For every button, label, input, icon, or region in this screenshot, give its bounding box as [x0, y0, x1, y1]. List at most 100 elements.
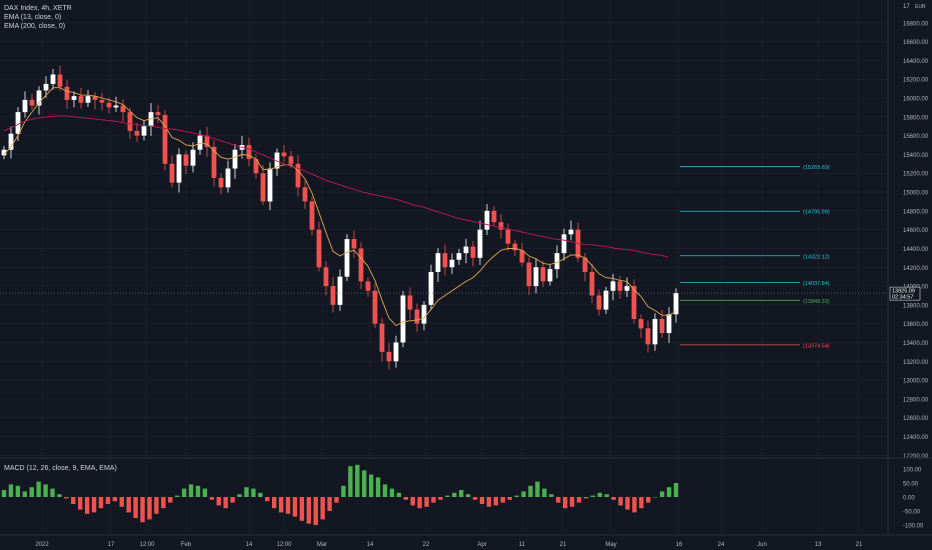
candle-body [526, 262, 532, 287]
candle-body [218, 177, 224, 188]
macd-y-tick-label: 100.00 [903, 468, 922, 474]
macd-bar [327, 497, 332, 511]
candle-body [99, 99, 105, 103]
candle-body [645, 328, 651, 345]
macd-bar [202, 488, 208, 497]
macd-bar [181, 488, 187, 497]
candle-body [36, 90, 42, 106]
candle-body [540, 267, 546, 282]
candle-body [246, 145, 252, 160]
macd-bar [362, 470, 367, 497]
candle-body [169, 163, 175, 183]
candle-body [260, 173, 266, 202]
macd-y-tick-label: -100.00 [903, 524, 924, 530]
macd-bar [168, 497, 173, 503]
x-tick-label: 11 [519, 542, 526, 548]
y-tick-label: 12400.00 [903, 435, 929, 441]
y-tick-label: 14800.00 [903, 209, 929, 215]
level-label: (14322.12) [803, 254, 830, 260]
y-tick-label: 13600.00 [903, 322, 929, 328]
candle-body [106, 102, 112, 108]
macd-bar [549, 494, 554, 497]
y-tick-label: 12800.00 [903, 397, 929, 403]
candle-body [162, 114, 168, 164]
candle-body [288, 156, 294, 164]
candle-body [666, 314, 672, 334]
candle-body [295, 163, 301, 188]
macd-bar [431, 497, 436, 503]
macd-bar [500, 497, 506, 503]
y-tick-label: 13000.00 [903, 379, 929, 385]
candle-body [267, 168, 273, 202]
macd-bar [514, 495, 519, 497]
x-tick-label: 17 [108, 542, 115, 548]
candle-body [533, 267, 539, 287]
macd-bar [43, 484, 48, 497]
macd-bar [632, 497, 637, 513]
chart-title: DAX Index, 4h, XETR [4, 5, 72, 12]
macd-bar [244, 487, 249, 497]
macd-bar [445, 495, 450, 497]
candle-body [225, 168, 231, 188]
candle-body [155, 112, 161, 115]
macd-bar [410, 497, 415, 506]
level-label: (14037.84) [803, 281, 830, 287]
price-tag-value: 13925.09 [892, 289, 915, 295]
price-tag [889, 286, 921, 301]
macd-bar [465, 494, 471, 497]
y-tick-label: 16600.00 [903, 40, 929, 46]
candle-body [197, 135, 203, 150]
candle-body [414, 309, 420, 324]
candle-body [8, 133, 14, 150]
macd-bar [154, 497, 159, 514]
candle-body [463, 246, 469, 254]
candle-body [470, 246, 476, 258]
candle-body [127, 112, 133, 131]
candle-body [428, 271, 434, 305]
macd-bar [576, 497, 582, 503]
macd-bar [396, 492, 402, 497]
candle-body [344, 239, 350, 277]
x-tick-label: 14 [246, 542, 253, 548]
candle-body [113, 105, 119, 108]
candle-body [1, 149, 7, 156]
macd-bar [57, 494, 62, 497]
macd-bar [8, 484, 14, 497]
macd-bar [382, 484, 388, 497]
level-label: (14795.99) [803, 210, 830, 216]
candle-body [400, 295, 406, 343]
candle-body [449, 259, 455, 268]
candle-body [484, 210, 490, 230]
macd-bar [389, 488, 395, 497]
candle-body [71, 96, 77, 100]
candle-body [582, 257, 588, 272]
candle-body [673, 293, 679, 315]
candle-body [435, 253, 441, 272]
macd-bar [271, 497, 277, 509]
ema13-line [3, 87, 677, 327]
candle-body [365, 281, 371, 291]
macd-bar [639, 497, 644, 509]
macd-bar [583, 497, 589, 499]
candle-body [148, 112, 154, 127]
macd-bar [355, 464, 360, 497]
macd-y-tick-label: 50.00 [903, 482, 919, 488]
y-tick-label: 16800.00 [903, 21, 929, 27]
macd-bar [313, 497, 318, 525]
x-tick-label: Mar [317, 542, 327, 548]
y-tick-label: 14400.00 [903, 247, 929, 253]
candle-body [281, 152, 287, 157]
x-tick-label: May [605, 542, 616, 548]
macd-bar [556, 497, 561, 503]
macd-bar [417, 497, 422, 509]
macd-bar [486, 497, 492, 507]
macd-bar [174, 495, 180, 497]
level-label: (13374.54) [803, 343, 830, 349]
y-tick-label: 15800.00 [903, 115, 929, 121]
macd-bar [265, 497, 270, 502]
candle-body [575, 229, 581, 258]
macd-bar [507, 497, 512, 500]
y-tick-label: 15200.00 [903, 172, 929, 178]
macd-y-tick-label: -50.00 [903, 510, 921, 516]
